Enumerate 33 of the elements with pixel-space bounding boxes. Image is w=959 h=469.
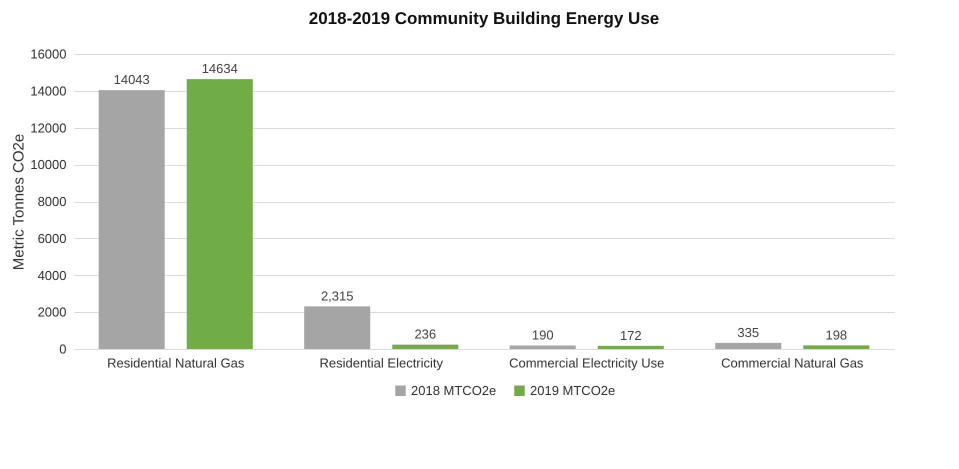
y-axis-title: Metric Tonnes CO2e	[10, 134, 28, 270]
bar	[392, 344, 458, 349]
y-tick-label: 16000	[30, 46, 66, 62]
y-tick-label: 6000	[38, 230, 66, 246]
data-label: 190	[532, 327, 554, 342]
x-tick-label: Commercial Electricity Use	[509, 356, 664, 370]
data-label: 335	[737, 324, 760, 340]
data-label: 14634	[202, 61, 238, 76]
y-tick-label: 4000	[38, 268, 66, 283]
x-tick-label: Residential Electricity	[319, 356, 444, 370]
y-tick-label: 0	[59, 342, 66, 356]
bar	[715, 342, 782, 349]
y-tick-label: 2000	[38, 304, 66, 320]
y-tick-label: 14000	[30, 83, 66, 98]
bar	[598, 346, 664, 349]
chart-title: 2018-2019 Community Building Energy Use	[308, 9, 660, 28]
data-label: 198	[825, 327, 848, 342]
bar	[803, 345, 870, 349]
legend-label: 2019 MTCO2e	[530, 382, 616, 398]
y-tick-label: 8000	[38, 194, 66, 209]
bar	[510, 345, 576, 349]
x-tick-label: Commercial Natural Gas	[721, 356, 864, 370]
data-label: 2,315	[320, 288, 354, 304]
bar	[304, 306, 370, 349]
y-tick-label: 12000	[30, 120, 66, 136]
bar	[186, 79, 253, 349]
x-tick-label: Residential Natural Gas	[107, 356, 245, 370]
data-label: 236	[414, 326, 436, 342]
y-tick-label: 10000	[30, 157, 66, 172]
bar	[98, 90, 165, 349]
data-label: 14043	[114, 72, 150, 88]
legend-label: 2018 MTCO2e	[411, 382, 496, 398]
data-label: 172	[620, 328, 642, 343]
